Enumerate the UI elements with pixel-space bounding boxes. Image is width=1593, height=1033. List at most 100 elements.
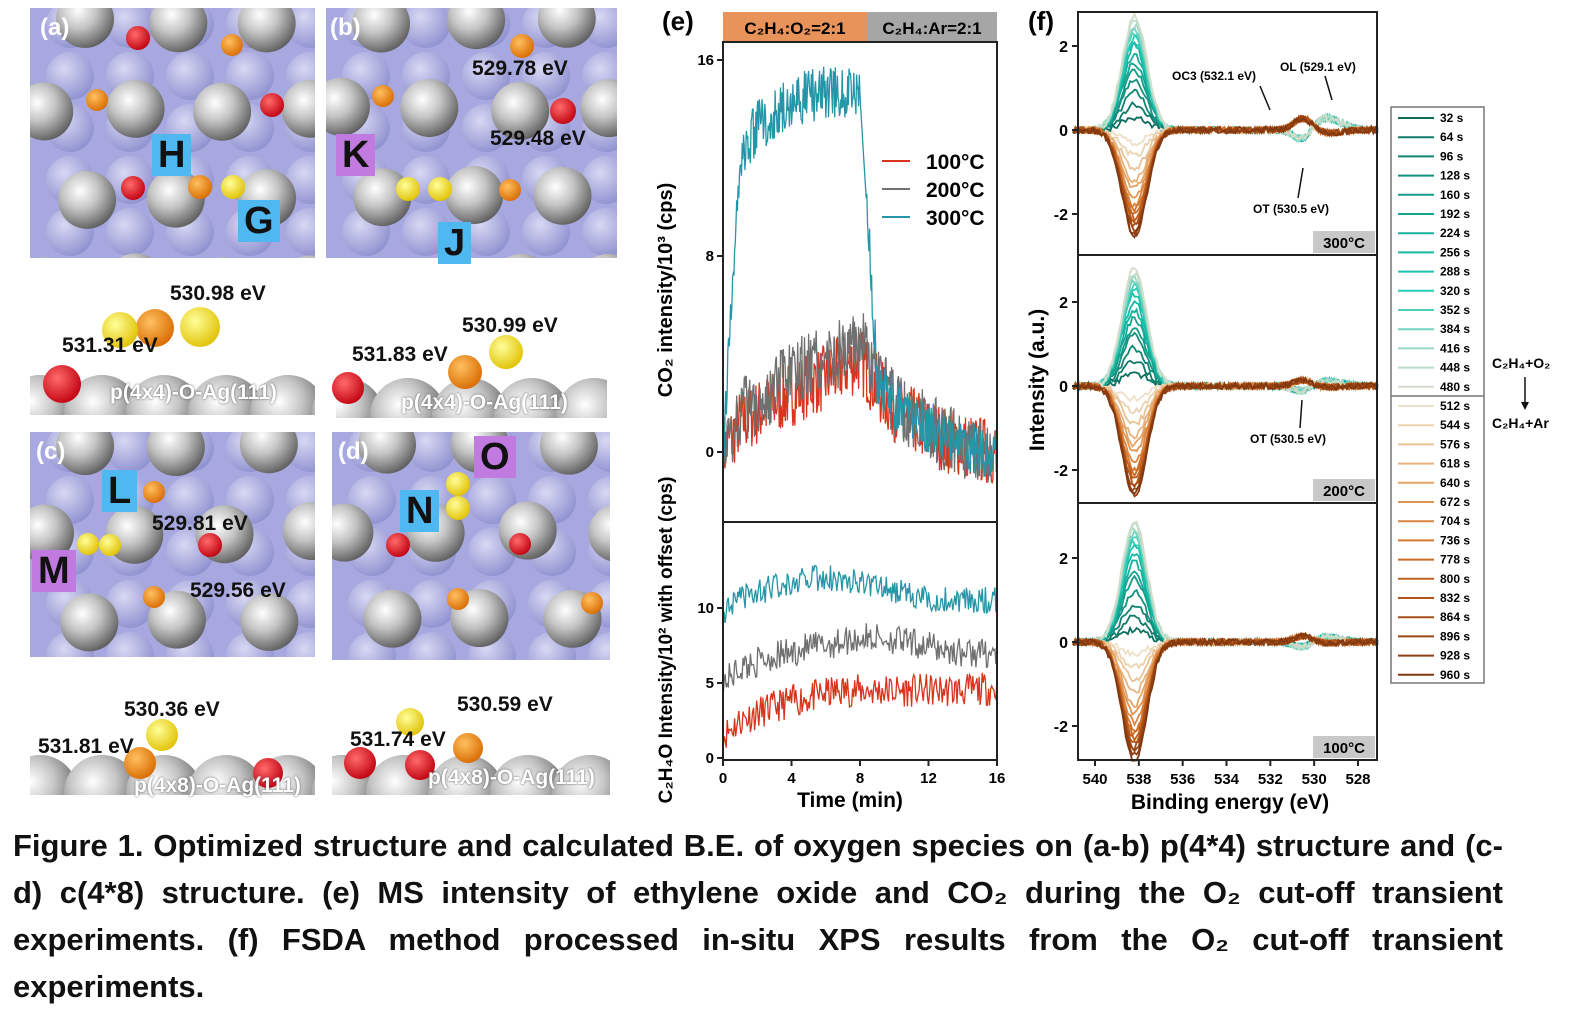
panel-label-b: (b) <box>330 14 361 41</box>
binding-energy: 531.74 eV <box>350 728 446 751</box>
ag-atom <box>216 257 231 258</box>
panel-label-c: (c) <box>36 438 66 465</box>
legend-label: 672 s <box>1440 495 1470 509</box>
y-tick-label: 0 <box>1059 379 1068 396</box>
oxygen-atom <box>447 588 469 610</box>
series-line-top-200°C <box>722 313 998 487</box>
x-tick-label: 8 <box>856 770 864 787</box>
legend-label: 960 s <box>1440 668 1470 682</box>
y-axis-label: Intensity (a.u.) <box>1026 309 1049 451</box>
binding-energy: 531.31 eV <box>62 334 158 357</box>
legend-label: 618 s <box>1440 457 1470 471</box>
oxygen-atom <box>180 307 220 347</box>
y-tick-label: 0 <box>706 750 714 767</box>
legend-label: 832 s <box>1440 591 1470 605</box>
panel-label-f: (f) <box>1028 6 1054 36</box>
x-axis-label: Binding energy (eV) <box>1131 791 1329 814</box>
co2-y-axis-label: CO₂ intensity/10³ (cps) <box>655 183 677 397</box>
binding-energy: 531.81 eV <box>38 735 134 758</box>
oxygen-adsorbates <box>43 26 603 788</box>
series-line-bottom-100°C <box>722 672 998 753</box>
ag-atom <box>193 82 252 141</box>
subsurface-ag-atom <box>588 632 610 660</box>
y-tick-label: 2 <box>1059 295 1068 312</box>
ag-atom <box>556 378 607 418</box>
ag-atom <box>240 592 299 651</box>
subsurface-ag-atom <box>106 632 154 657</box>
oxygen-atom <box>446 472 470 496</box>
legend-label: 64 s <box>1440 130 1464 144</box>
series-line-top-300°C <box>722 66 998 479</box>
binding-energy: 530.98 eV <box>170 282 266 305</box>
x-tick-label: 536 <box>1170 771 1195 788</box>
oxygen-atom <box>405 750 435 780</box>
x-tick-label: 528 <box>1345 771 1370 788</box>
subsurface-ag-atom <box>286 208 315 256</box>
legend-label: 288 s <box>1440 265 1470 279</box>
oxygen-atom <box>221 34 243 56</box>
oxygen-atom <box>102 312 138 348</box>
legend-label: 736 s <box>1440 533 1470 547</box>
ag-atom <box>64 375 140 415</box>
legend-label: 704 s <box>1440 514 1470 528</box>
site-label-h: H <box>152 134 192 176</box>
ag-atom <box>358 432 417 474</box>
ag-atom <box>506 253 537 258</box>
annotation-arrow <box>1297 167 1304 199</box>
legend-label-300: 300°C <box>926 207 985 230</box>
legend-label: 448 s <box>1440 361 1470 375</box>
subsurface-ag-atom <box>106 208 154 256</box>
temperature-badge <box>1313 736 1375 758</box>
legend-label: 640 s <box>1440 476 1470 490</box>
ag-atom <box>326 77 370 136</box>
header-o2 <box>723 12 867 42</box>
oxygen-atom <box>372 85 394 107</box>
annotation-arrow <box>1299 399 1303 429</box>
legend-label-100: 100°C <box>926 151 985 174</box>
ag-atom <box>537 8 596 48</box>
surface-label: p(4x8)-O-Ag(111) <box>134 774 301 797</box>
subsurface-ag-atom <box>462 52 510 100</box>
x-tick-label: 16 <box>989 770 1006 787</box>
gas-label-ar: C₂H₄+Ar <box>1492 415 1549 431</box>
x-tick-label: 534 <box>1214 771 1240 788</box>
legend-label: 384 s <box>1440 322 1470 336</box>
ag-atom <box>312 398 315 415</box>
ag-atom <box>312 778 315 795</box>
panel-label-e: (e) <box>662 6 694 36</box>
subsurface-ag-atom <box>582 208 617 256</box>
series-line-bottom-300°C <box>722 564 998 630</box>
ag-atom <box>593 253 617 258</box>
ag-atom <box>580 79 617 138</box>
site-label-j: J <box>438 222 472 264</box>
oxygen-atom <box>453 733 483 763</box>
binding-energy: 530.36 eV <box>124 698 220 721</box>
ag-atom <box>428 755 504 795</box>
x-tick-label: 538 <box>1126 771 1151 788</box>
legend-label: 576 s <box>1440 437 1470 451</box>
surface-label: p(4x4)-O-Ag(111) <box>401 391 568 414</box>
ag-atom <box>56 432 115 476</box>
y-tick-label: -2 <box>1054 207 1068 224</box>
annotation-arrow <box>1324 75 1333 101</box>
oxygen-atom <box>499 179 521 201</box>
ag-atom <box>494 378 570 418</box>
ms-intensity-chart: (e) C₂H₄:O₂=2:1 C₂H₄:Ar=2:1 0 4 8 12 16 0 8 16 0… <box>655 6 1006 812</box>
ag-atom <box>299 255 315 258</box>
ag-atom <box>147 590 206 649</box>
oxygen-atom <box>510 34 534 58</box>
subsurface-ag-atom <box>468 476 516 524</box>
ag-atom <box>56 8 114 48</box>
binding-energy: 530.99 eV <box>462 314 558 337</box>
oxygen-atom <box>99 534 121 556</box>
panel-label-d: (d) <box>338 438 369 465</box>
subsurface-ag-atom <box>166 476 214 524</box>
ag-atom <box>146 432 205 477</box>
ag-atom <box>64 755 140 795</box>
ag-atom <box>58 170 117 229</box>
site-label-l: L <box>102 470 138 512</box>
y-tick-label: 5 <box>706 675 714 692</box>
oxygen-atom <box>448 355 482 389</box>
subsurface-ag-atom <box>106 432 154 472</box>
oxygen-atom <box>146 719 178 751</box>
